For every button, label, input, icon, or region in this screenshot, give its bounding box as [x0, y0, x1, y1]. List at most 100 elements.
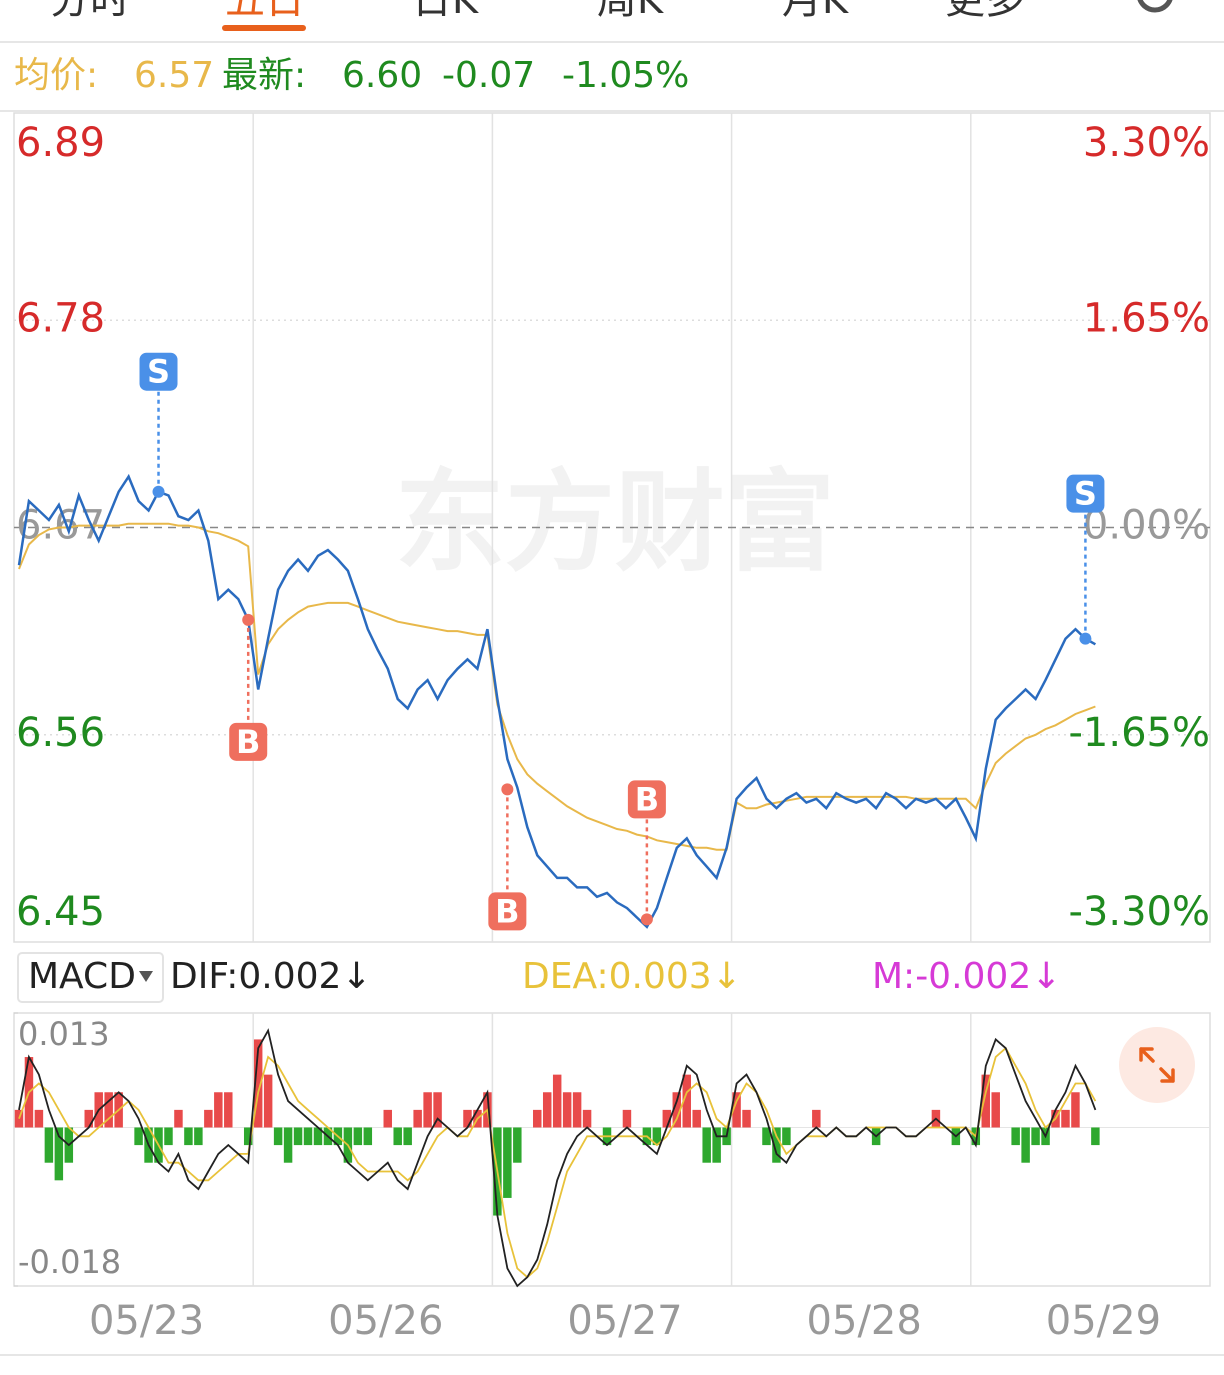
macd-bar: [702, 1127, 711, 1163]
macd-bar: [273, 1127, 283, 1146]
macd-bar: [204, 1109, 213, 1128]
dif-label: DIF:0.002↓: [170, 956, 372, 997]
macd-bar: [572, 1092, 582, 1128]
macd-bar: [393, 1127, 402, 1146]
y-tick-label: -0.018: [18, 1243, 121, 1281]
macd-bar: [812, 1109, 821, 1128]
y2-tick-label: 0.00%: [1083, 503, 1210, 549]
macd-bar: [1071, 1092, 1080, 1128]
trade-label: S: [1074, 475, 1097, 513]
macd-bar: [303, 1127, 313, 1146]
latest-label: 最新:: [222, 55, 306, 96]
macd-bar: [542, 1092, 552, 1128]
macd-bar: [662, 1109, 672, 1128]
macd-bar: [1061, 1109, 1070, 1128]
macd-bar: [503, 1127, 512, 1198]
macd-bar: [383, 1109, 392, 1128]
active-tab-underline: [222, 25, 306, 31]
trade-point: [640, 913, 653, 926]
tab[interactable]: 月K: [782, 0, 850, 23]
y-tick-label: 6.78: [16, 295, 105, 341]
y-tick-label: 6.45: [16, 889, 105, 935]
macd-bar: [34, 1109, 44, 1128]
macd-bar: [224, 1092, 233, 1128]
macd-bar: [403, 1127, 412, 1146]
settings-icon[interactable]: [1137, 0, 1173, 13]
tab[interactable]: 分时: [50, 0, 130, 23]
macd-bar: [1031, 1127, 1040, 1146]
avg-label: 均价:: [14, 55, 98, 96]
x-tick-label: 05/26: [328, 1298, 443, 1344]
macd-bar: [44, 1127, 54, 1163]
y-tick-label: 6.56: [16, 710, 105, 756]
macd-bar: [513, 1127, 522, 1163]
macd-bar: [742, 1109, 751, 1128]
tab[interactable]: 日K: [412, 0, 480, 23]
y2-tick-label: -1.65%: [1068, 710, 1210, 756]
macd-bar: [214, 1092, 223, 1128]
dea-label: DEA:0.003↓: [522, 956, 742, 997]
macd-bar: [134, 1127, 143, 1146]
trade-point: [1079, 632, 1092, 645]
indicator-selector[interactable]: [17, 952, 164, 1003]
trade-label: B: [635, 780, 659, 818]
tab[interactable]: 更多: [945, 0, 1025, 23]
y2-tick-label: -3.30%: [1068, 889, 1210, 935]
macd-bar: [1011, 1127, 1020, 1146]
trade-badge: [139, 352, 178, 391]
m-label: M:-0.002↓: [872, 956, 1061, 997]
x-tick-label: 05/29: [1046, 1298, 1161, 1344]
macd-bar: [762, 1127, 771, 1146]
trade-point: [242, 613, 255, 626]
macd-bar: [622, 1109, 632, 1128]
avg-value: 6.57: [134, 55, 214, 96]
expand-icon: [1139, 1047, 1175, 1083]
macd-bar: [283, 1127, 293, 1163]
macd-bar: [413, 1109, 422, 1128]
trade-label: S: [147, 353, 170, 391]
price-line: [17, 473, 1097, 929]
macd-bar: [243, 1127, 253, 1146]
macd-bar: [253, 1039, 263, 1128]
macd-bar: [682, 1074, 691, 1128]
trade-label: B: [236, 723, 260, 761]
dif-line: [18, 1028, 1097, 1288]
macd-bar: [672, 1092, 682, 1128]
trade-point: [152, 485, 165, 498]
tab[interactable]: 五日: [225, 0, 305, 23]
macd-bar: [712, 1127, 721, 1163]
change-pct: -1.05%: [562, 55, 689, 96]
macd-bar: [104, 1092, 113, 1128]
indicator-name: MACD: [28, 956, 136, 997]
x-tick-label: 05/23: [89, 1298, 204, 1344]
macd-bar: [582, 1109, 592, 1128]
macd-bar: [533, 1109, 542, 1128]
macd-bar: [562, 1092, 572, 1128]
macd-bar: [194, 1127, 203, 1146]
y2-tick-label: 3.30%: [1083, 120, 1210, 166]
tab[interactable]: 周K: [597, 0, 665, 23]
macd-bar: [54, 1127, 64, 1181]
macd-bar: [652, 1127, 662, 1146]
latest-value: 6.60: [342, 55, 422, 96]
trade-badge: [488, 892, 527, 931]
macd-bar: [423, 1092, 432, 1128]
trade-badge: [1066, 474, 1105, 513]
trade-badge: [627, 780, 666, 819]
macd-bar: [184, 1127, 193, 1146]
x-tick-label: 05/27: [567, 1298, 682, 1344]
macd-bar: [263, 1074, 273, 1128]
x-tick-label: 05/28: [807, 1298, 922, 1344]
change: -0.07: [442, 55, 535, 96]
macd-bar: [433, 1092, 442, 1128]
y-tick-label: 0.013: [18, 1015, 110, 1053]
macd-bar: [84, 1109, 93, 1128]
dropdown-arrow: [139, 971, 153, 982]
expand-button[interactable]: [1119, 1027, 1195, 1103]
macd-bar: [981, 1074, 990, 1128]
macd-bar: [1091, 1127, 1100, 1146]
info-row: 均价: 6.57 最新: 6.60 -0.07 -1.05%: [14, 55, 689, 96]
macd-bar: [353, 1127, 363, 1146]
macd-frame: [13, 1012, 1211, 1287]
